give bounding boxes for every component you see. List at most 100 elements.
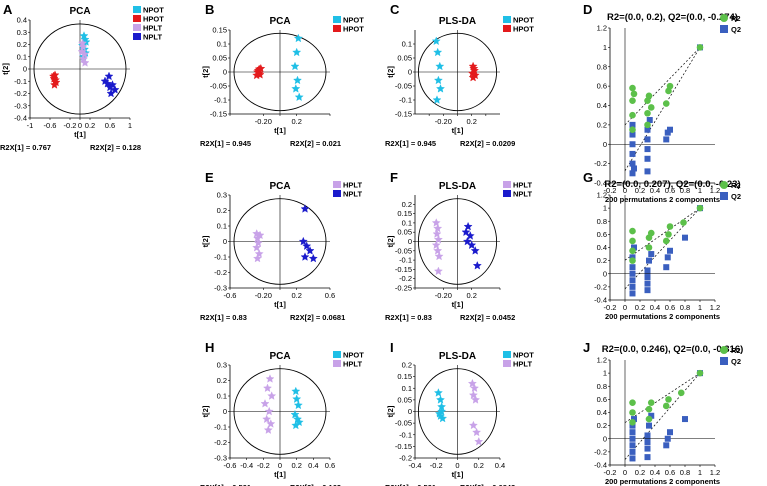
point-hplt [262,414,272,424]
point-npot [293,400,303,410]
point-q2 [644,454,651,461]
x-tick-label: 0.6 [665,186,675,195]
point-q2 [648,251,655,258]
point-r2 [629,399,636,406]
x-tick-label: 0.2 [291,461,301,470]
r2-regression-line [624,47,701,126]
point-r2 [645,244,653,251]
point-hplt [467,378,477,388]
point-npot [291,386,301,396]
point-npot [292,47,302,57]
q2-regression-line [624,372,701,460]
y-tick-label: 0.4 [17,16,27,25]
point-r2 [696,204,704,212]
q2-regression-line [624,47,701,171]
x-tick-label: -0.20 [435,117,452,126]
point-r2 [662,402,670,410]
point-q2 [629,141,636,148]
y-tick-label: 0.15 [397,209,412,218]
panel-d: DR2=(0.0, 0.2), Q2=(0.0, -0.274)1.210.80… [583,2,741,204]
hotelling-ellipse [233,32,327,112]
point-q2 [629,270,636,277]
y-tick-label: 0.05 [397,228,412,237]
point-q2 [644,126,651,133]
chart-title: PLS-DA [439,16,476,27]
y-tick-label: 0.05 [397,395,412,404]
point-q2 [667,247,673,254]
point-nplt [300,252,310,261]
x-tick-label: -0.6 [44,121,57,130]
legend-label: HPLT [513,181,532,190]
hotelling-ellipse [417,198,498,285]
x-tick-label: 0.6 [325,291,335,300]
y-tick-label: 0.8 [597,382,607,391]
x-axis-label: t[1] [452,470,464,479]
point-q2 [644,432,651,439]
y-tick-label: 0 [408,407,412,416]
y-tick-label: 0 [603,434,607,443]
point-q2 [664,435,671,442]
chart-title: PLS-DA [439,351,476,362]
point-hplt [263,383,272,393]
point-npot [436,395,445,404]
point-npot [435,61,445,71]
y-tick-label: 0.2 [217,376,227,385]
y-axis-label: t[2] [201,235,210,247]
x-tick-label: -0.6 [224,461,237,470]
point-q2 [644,267,651,274]
x-tick-label: 0.2 [85,121,95,130]
point-q2 [629,277,636,284]
point-q2 [644,155,651,162]
chart-title: R2=(0.0, 0.2), Q2=(0.0, -0.274) [607,12,738,23]
point-hplt [78,38,87,48]
r2x1-label: R2X[1] = 0.945 [200,139,251,148]
point-r2 [680,219,687,226]
y-tick-label: 0.2 [402,361,412,370]
y-tick-label: 0.2 [17,40,27,49]
point-nplt [465,231,475,240]
point-npot [436,84,445,93]
point-q2 [629,290,636,297]
r2x1-label: R2X[1] = 0.945 [385,139,436,148]
point-q2 [631,244,637,251]
y-tick-label: 0.2 [597,120,607,129]
point-hplt [432,229,442,238]
y-tick-label: 0.6 [597,395,607,404]
point-r2 [629,257,636,264]
y-tick-label: 0 [23,65,27,74]
x-tick-label: 0.6 [325,461,335,470]
legend-label: Q2 [731,357,741,366]
legend-swatch-nplt [333,190,341,197]
point-hplt [431,218,441,227]
legend-swatch-q2 [720,25,728,33]
y-tick-label: 0.1 [402,384,412,393]
x-tick-label: -0.20 [435,291,452,300]
point-q2 [663,442,670,449]
point-hplt [265,374,275,383]
point-q2 [646,422,652,429]
y-tick-label: 0.1 [217,392,227,401]
y-tick-label: 0 [223,237,227,246]
point-q2 [664,254,671,261]
legend-label: HPLT [343,360,362,369]
panel-b: B PCA 0.15 0.1 0.05 0 -0.05 -0.1 -0.15 -0.20 0.2 t[… [200,2,364,148]
y-tick-label: 0.2 [597,256,607,265]
legend-label: HPLT [343,181,362,190]
point-npot [291,84,301,93]
point-q2 [646,117,653,124]
x-tick-label: -0.20 [255,117,272,126]
panel-c: C PLS-DA 0.1 0.05 0 -0.05 -0.1 -0.15 -0.20 0.2t[1… [385,2,534,148]
point-nplt [110,85,120,94]
point-hpot [50,80,59,89]
point-hplt [252,242,262,252]
legend-label: NPOT [143,6,164,15]
y-tick-label: -0.2 [594,282,607,291]
y-axis-label: t[2] [201,405,210,417]
legend-swatch-hplt [333,181,341,188]
y-tick-label: -0.2 [214,268,227,277]
point-q2 [644,168,651,175]
point-npot [433,388,443,397]
point-npot [431,36,441,46]
x-tick-label: -0.20 [255,291,272,300]
r2x2-label: R2X[2] = 0.0681 [290,313,345,322]
